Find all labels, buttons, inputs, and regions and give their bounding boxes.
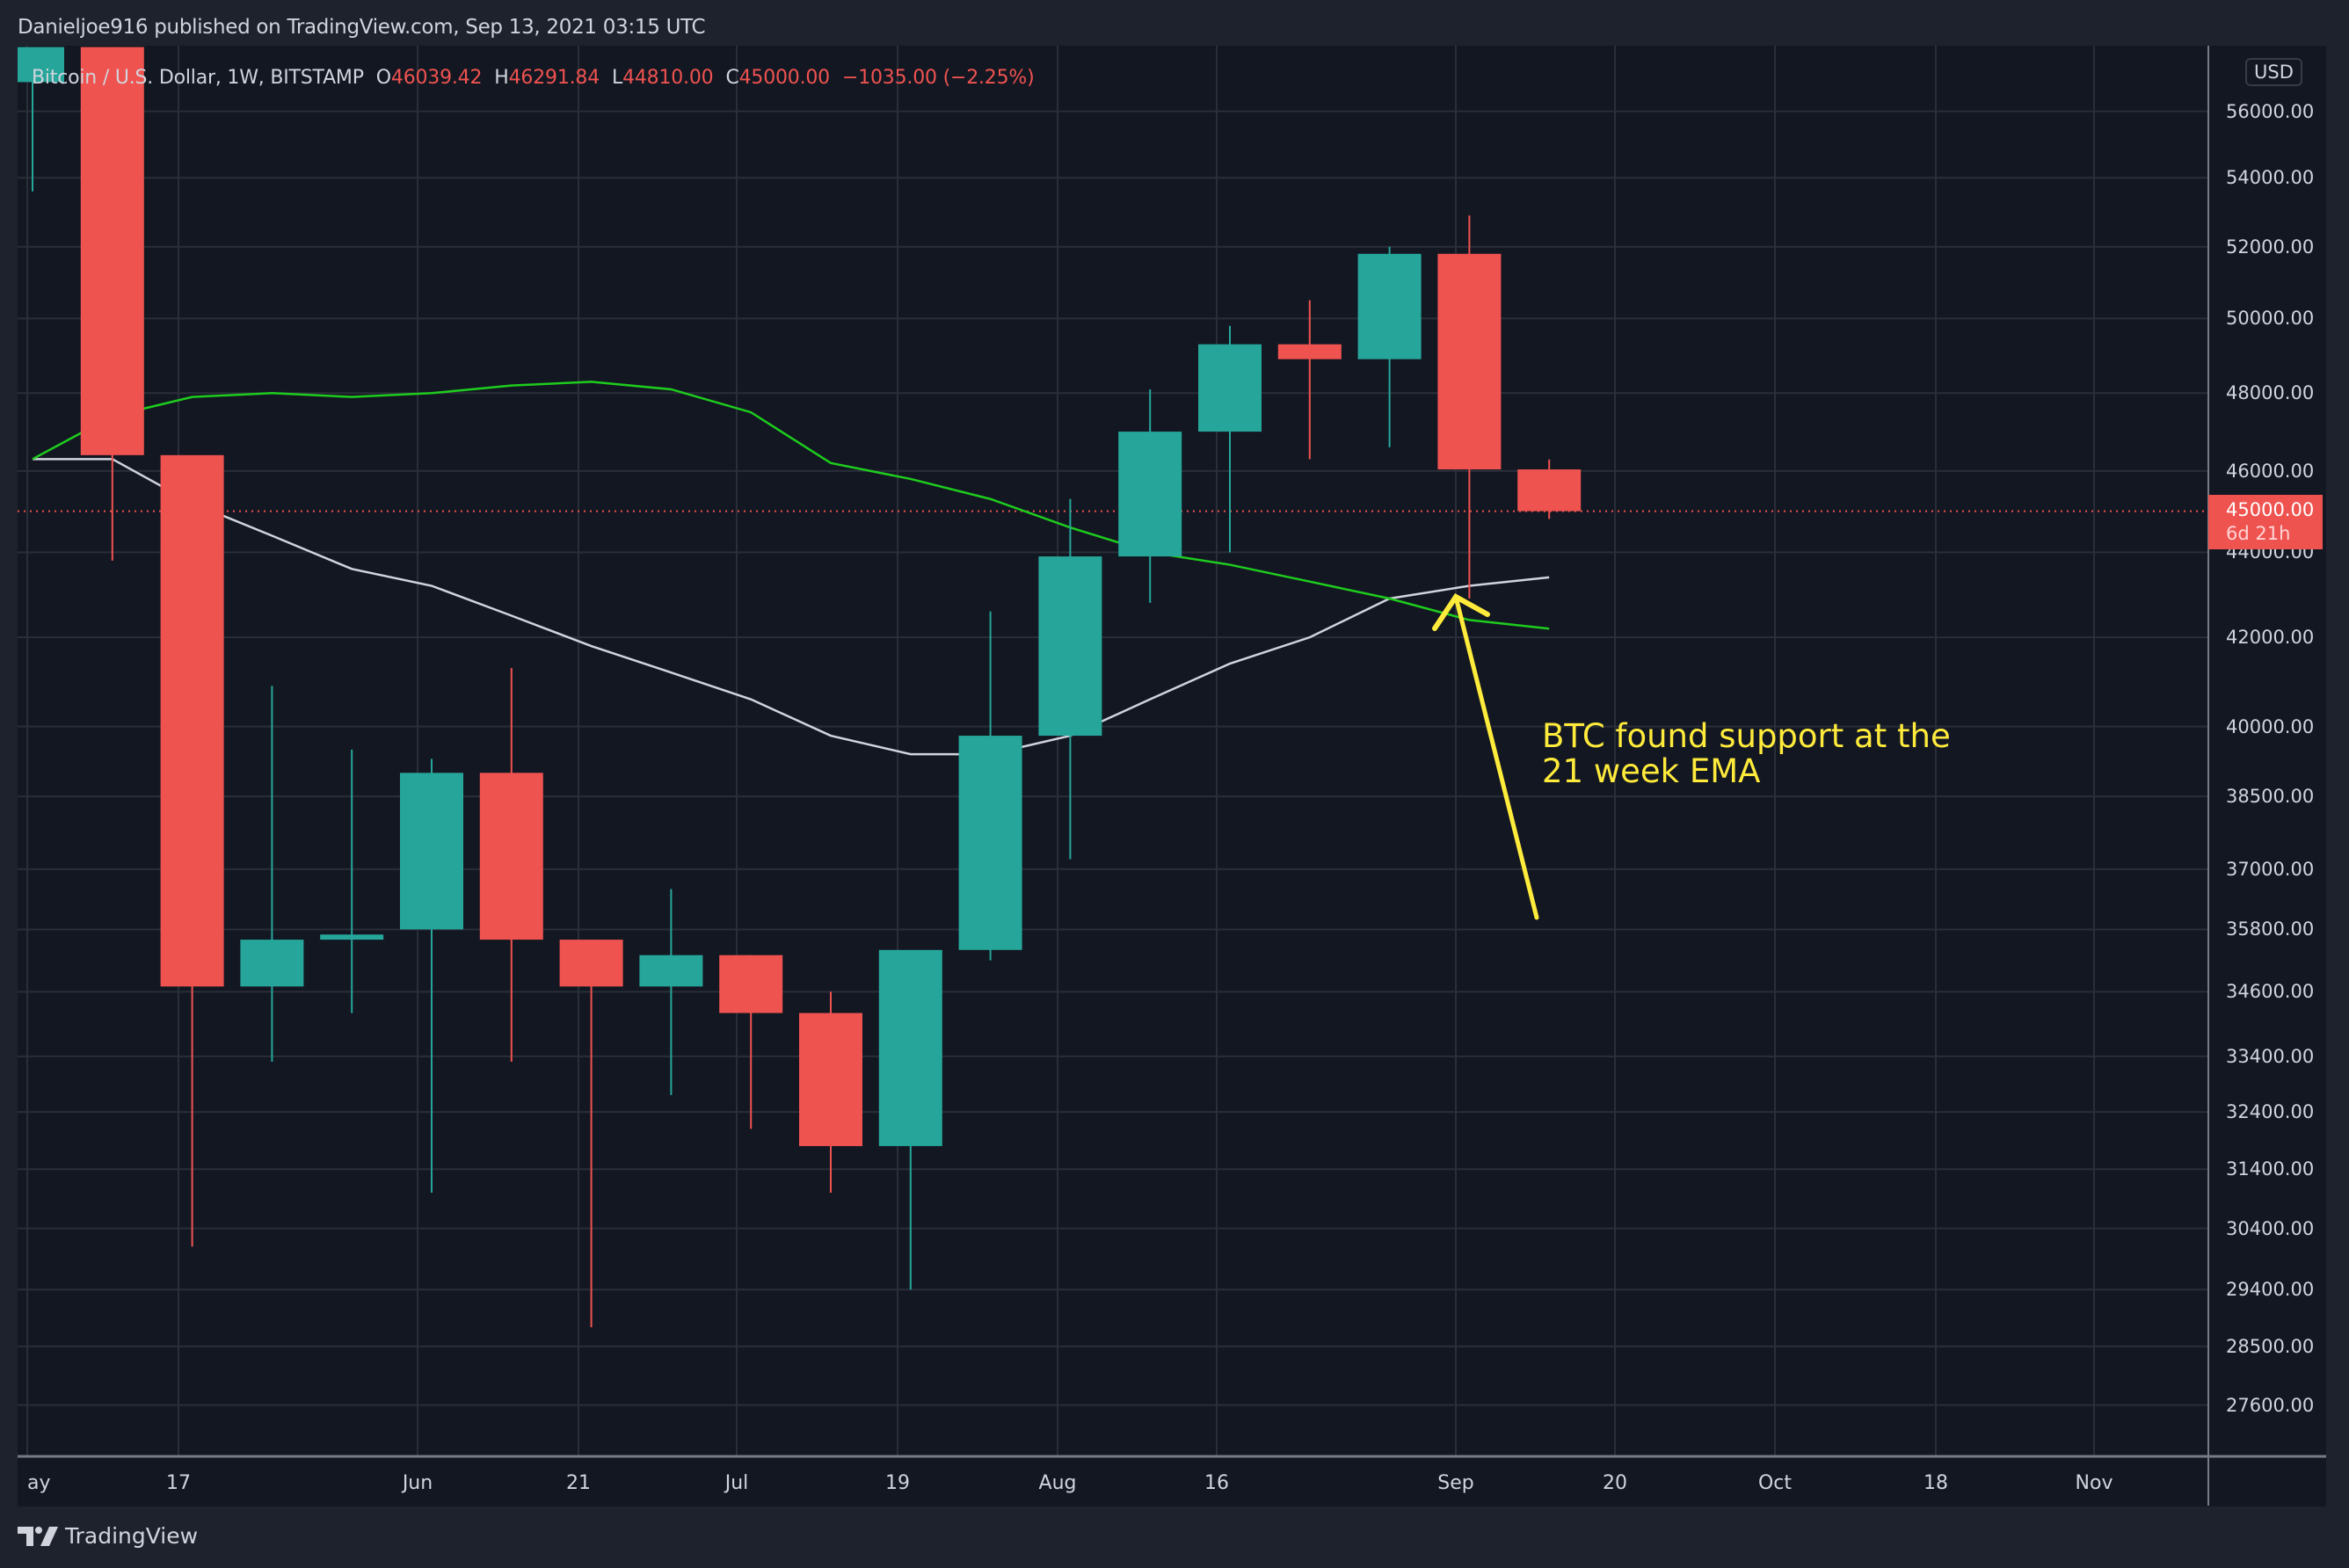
- candle[interactable]: [1277, 300, 1342, 460]
- price-tick-label: 31400.00: [2226, 1158, 2315, 1180]
- last-price-value: 45000.00: [2226, 499, 2315, 520]
- time-tick-label: Aug: [1038, 1472, 1077, 1494]
- bar-countdown: 6d 21h: [2226, 523, 2291, 544]
- price-tick-label: 50000.00: [2226, 308, 2315, 330]
- candle[interactable]: [1437, 215, 1502, 599]
- price-tick-label: 30400.00: [2226, 1217, 2315, 1239]
- time-tick-label: 18: [1924, 1472, 1948, 1494]
- price-tick-label: 54000.00: [2226, 167, 2315, 189]
- candle[interactable]: [1118, 388, 1182, 603]
- candle[interactable]: [559, 940, 623, 1328]
- tradingview-logo[interactable]: TradingView: [18, 1523, 198, 1549]
- annotation-line-1: BTC found support at the: [1542, 717, 1951, 755]
- open-label: O: [375, 67, 391, 89]
- candle[interactable]: [1198, 325, 1262, 553]
- candle[interactable]: [1, 47, 64, 192]
- price-tick-label: 38500.00: [2226, 786, 2315, 808]
- time-tick-label: Jun: [402, 1472, 433, 1494]
- candle[interactable]: [1357, 246, 1422, 447]
- candle[interactable]: [878, 949, 942, 1290]
- annotation-text[interactable]: BTC found support at the 21 week EMA: [1542, 719, 1951, 789]
- price-tick-label: 42000.00: [2226, 627, 2315, 649]
- symbol-name: Bitcoin / U.S. Dollar, 1W, BITSTAMP: [32, 67, 364, 89]
- currency-button[interactable]: USD: [2245, 58, 2302, 86]
- annotation-arrow[interactable]: [1432, 593, 1539, 920]
- last-price-label: 45000.00 6d 21h: [2208, 495, 2323, 549]
- change-value: −1035.00 (−2.25%): [841, 67, 1035, 89]
- price-tick-label: 40000.00: [2226, 715, 2315, 737]
- price-tick-label: 27600.00: [2226, 1394, 2315, 1416]
- price-tick-label: 33400.00: [2226, 1045, 2315, 1067]
- candle[interactable]: [719, 955, 783, 1129]
- time-tick-label: Jul: [724, 1472, 749, 1494]
- price-tick-label: 35800.00: [2226, 918, 2315, 940]
- price-tick-label: 28500.00: [2226, 1335, 2315, 1357]
- price-tick-label: 46000.00: [2226, 460, 2315, 482]
- close-value: 45000.00: [738, 67, 831, 89]
- price-tick-label: 37000.00: [2226, 858, 2315, 880]
- time-tick-label: Sep: [1437, 1472, 1474, 1494]
- slow-ma-line: [32, 381, 1550, 630]
- price-tick-label: 48000.00: [2226, 382, 2315, 404]
- tradingview-brand: TradingView: [65, 1523, 199, 1549]
- time-tick-label: ay: [27, 1472, 51, 1494]
- time-tick-label: 16: [1204, 1472, 1229, 1494]
- price-tick-label: 56000.00: [2226, 100, 2315, 122]
- time-tick-label: 20: [1603, 1472, 1627, 1494]
- candle[interactable]: [799, 991, 862, 1193]
- low-label: L: [612, 67, 623, 89]
- candle[interactable]: [1517, 459, 1582, 519]
- price-tick-label: 32400.00: [2226, 1101, 2315, 1123]
- annotation-line-2: 21 week EMA: [1542, 752, 1761, 790]
- candle[interactable]: [80, 47, 144, 561]
- price-tick-label: 52000.00: [2226, 236, 2315, 258]
- candle[interactable]: [240, 686, 304, 1063]
- candle[interactable]: [320, 749, 384, 1013]
- symbol-legend: Bitcoin / U.S. Dollar, 1W, BITSTAMP O4603…: [32, 67, 1035, 89]
- time-tick-label: 21: [566, 1472, 591, 1494]
- candle[interactable]: [958, 611, 1022, 961]
- time-tick-label: 17: [166, 1472, 191, 1494]
- candle[interactable]: [639, 889, 703, 1095]
- price-tick-label: 29400.00: [2226, 1279, 2315, 1301]
- candle[interactable]: [160, 454, 224, 1247]
- open-value: 46039.42: [390, 67, 483, 89]
- ema-21-line: [33, 458, 1550, 756]
- candle[interactable]: [479, 668, 543, 1063]
- high-value: 46291.84: [508, 67, 600, 89]
- candle[interactable]: [400, 759, 463, 1193]
- time-tick-label: Oct: [1757, 1472, 1793, 1494]
- high-label: H: [494, 67, 509, 89]
- tradingview-logo-icon: [18, 1526, 58, 1546]
- low-value: 44810.00: [622, 67, 714, 89]
- close-label: C: [725, 67, 739, 89]
- price-tick-label: 34600.00: [2226, 981, 2315, 1003]
- time-tick-label: Nov: [2075, 1472, 2113, 1494]
- time-tick-label: 19: [885, 1472, 910, 1494]
- grid: [18, 46, 2208, 1456]
- candle[interactable]: [1038, 498, 1102, 860]
- publish-line: Danieljoe916 published on TradingView.co…: [18, 16, 706, 39]
